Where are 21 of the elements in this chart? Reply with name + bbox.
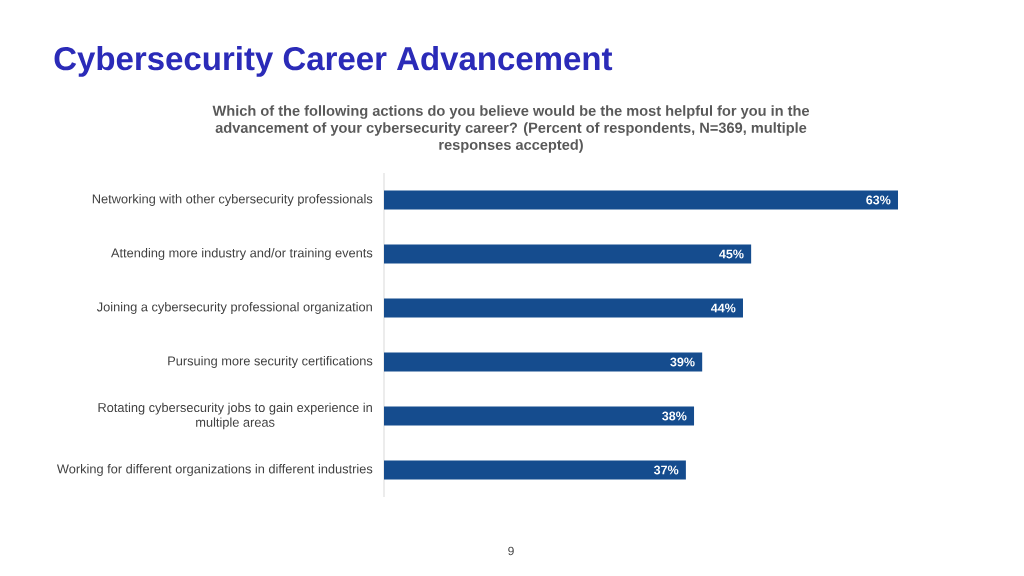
bar (384, 406, 695, 426)
data-label: 37% (653, 465, 679, 475)
y-tick-label: Attending more industry and/or training events (110, 248, 373, 260)
chart-title: Cybersecurity Career Advancement (54, 46, 613, 77)
y-tick-label: Working for different organizations in different industries (56, 464, 373, 476)
text: 9 (508, 546, 514, 556)
y-tick-label: Networking with other cybersecurity professionals (92, 194, 373, 206)
bar (384, 244, 752, 264)
data-label: 39% (670, 357, 695, 367)
data-label: 38% (662, 411, 687, 421)
data-label: 44% (710, 303, 736, 313)
bar (384, 460, 686, 480)
bar (384, 298, 743, 318)
data-label: 45% (719, 249, 744, 259)
chart-subtitle: Which of the following actions do you believe would be the most helpful for you in the advancement of your cybersecurity career? (Percent of respondents, N=369, multiple responses accepted) (212, 105, 810, 153)
y-tick-label: Pursuing more security certifications (168, 356, 373, 368)
bar (384, 352, 703, 372)
bar (384, 190, 899, 210)
y-tick-label: Joining a cybersecurity professional organization (96, 302, 372, 314)
data-label: 63% (866, 195, 891, 205)
y-tick-label: Rotating cybersecurity jobs to gain experience in multiple areas (98, 402, 372, 430)
